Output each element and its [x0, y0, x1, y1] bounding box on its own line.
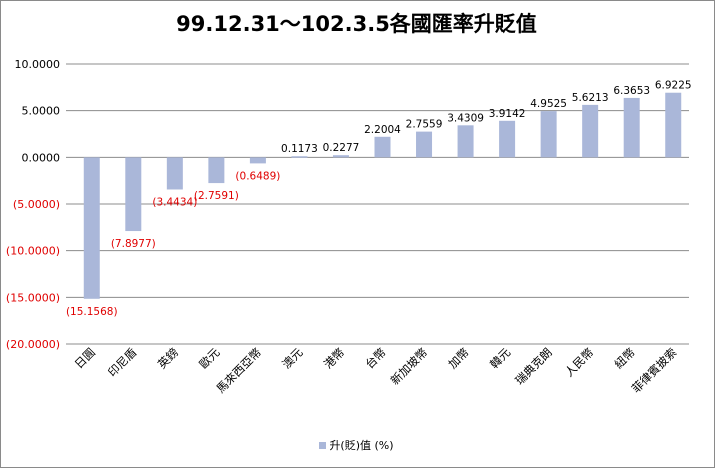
y-tick-label: (5.0000) — [13, 198, 60, 211]
category-label: 澳元 — [279, 345, 306, 372]
y-tick-label: (20.0000) — [6, 338, 60, 351]
y-tick-label: (15.0000) — [6, 291, 60, 304]
data-labels: (15.1568) (7.8977) (3.4434)(2.7591) (0.6489… — [66, 80, 692, 318]
data-label: (15.1568) — [66, 306, 118, 318]
category-label: 印尼盾 — [105, 345, 140, 380]
data-label: 6.9225 — [655, 80, 692, 92]
data-label: (0.6489) — [235, 170, 280, 182]
data-label: 0.2277 — [323, 142, 360, 154]
data-label: (7.8977) — [111, 238, 156, 250]
data-label: 3.4309 — [447, 112, 484, 124]
data-label: (3.4434) — [152, 196, 197, 208]
bar — [166, 157, 183, 190]
data-label: 6.3653 — [613, 85, 650, 97]
category-label: 英鎊 — [155, 345, 181, 371]
category-label: 韓元 — [487, 345, 514, 372]
data-label: 3.9142 — [489, 108, 526, 120]
bars — [83, 92, 682, 299]
data-label: 5.6213 — [572, 92, 609, 104]
bar — [665, 92, 682, 158]
category-label: 馬來西亞幣 — [213, 345, 264, 396]
bar — [125, 157, 142, 232]
y-tick-label: 10.0000 — [15, 58, 61, 71]
data-label: 2.7559 — [406, 119, 443, 131]
category-label: 菲律賓披索 — [629, 345, 680, 396]
bar — [83, 157, 100, 299]
y-tick-label: (10.0000) — [6, 245, 60, 258]
category-label: 加幣 — [446, 345, 473, 372]
bar — [623, 97, 640, 158]
data-label: 2.2004 — [364, 124, 401, 136]
category-label: 歐元 — [196, 345, 223, 372]
bar — [416, 131, 433, 158]
y-tick-label: 5.0000 — [22, 105, 61, 118]
y-axis-ticks: 10.0000 5.0000 0.0000 (5.0000) (10.0000) (15.… — [6, 58, 60, 351]
category-label: 瑞典克朗 — [512, 345, 554, 387]
legend-label: 升(貶)值 (%) — [329, 439, 394, 452]
category-label: 紐幣 — [612, 345, 639, 372]
y-tick-label: 0.0000 — [22, 151, 61, 164]
category-label: 台幣 — [362, 345, 389, 372]
data-label: 4.9525 — [530, 98, 567, 110]
bar — [499, 120, 516, 158]
category-label: 新加坡幣 — [388, 345, 431, 388]
bar — [540, 111, 557, 158]
bar — [291, 156, 308, 158]
bar — [582, 104, 599, 158]
category-label: 港幣 — [321, 345, 348, 372]
data-label: 0.1173 — [281, 143, 318, 155]
category-label: 人民幣 — [562, 345, 597, 380]
legend: 升(貶)值 (%) — [0, 437, 713, 453]
bar — [332, 155, 349, 158]
bar — [208, 157, 225, 184]
legend-swatch — [319, 442, 327, 449]
data-label: (2.7591) — [194, 190, 239, 202]
bar — [457, 125, 474, 158]
bar — [249, 157, 266, 164]
category-label: 日圓 — [72, 345, 98, 371]
chart-title: 99.12.31～102.3.5各國匯率升貶值 — [176, 12, 537, 36]
bar — [374, 136, 391, 158]
